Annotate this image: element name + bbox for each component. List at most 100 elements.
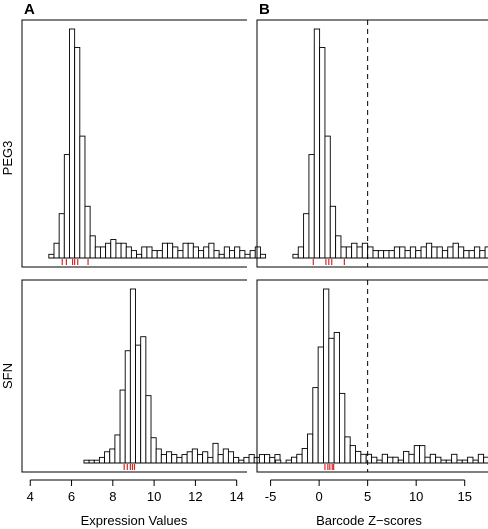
histogram-bar	[104, 451, 111, 464]
histogram-bar	[431, 246, 438, 259]
histogram-bar	[244, 253, 251, 259]
histogram-bar	[115, 242, 122, 259]
histogram-bar	[291, 456, 298, 464]
histogram-bar	[463, 250, 470, 259]
histogram-bar	[435, 456, 442, 464]
histogram-bar	[119, 389, 126, 464]
histogram-bar	[441, 250, 449, 259]
histogram-bar	[227, 451, 235, 464]
histogram-bar	[202, 451, 209, 464]
row-label-sfn: SFN	[0, 363, 15, 389]
x-tick-label: 6	[68, 489, 75, 504]
histogram-bar	[207, 456, 214, 464]
histogram-bar	[351, 242, 358, 259]
histogram-bar	[424, 456, 431, 464]
histogram-bar	[84, 205, 91, 259]
histogram-bar	[145, 395, 152, 464]
histogram-bar	[473, 246, 481, 259]
x-tick-label: 15	[457, 489, 471, 504]
histogram-bar	[468, 250, 475, 259]
histogram-bar	[319, 47, 326, 259]
histogram-bar	[356, 246, 363, 259]
histogram-bar	[228, 250, 236, 259]
histogram-bar	[388, 250, 395, 259]
histogram-bar	[125, 246, 132, 259]
histogram-bar	[292, 253, 299, 259]
histogram-bar	[135, 344, 142, 464]
histogram-bar	[383, 250, 390, 259]
histogram-bar	[377, 250, 385, 259]
histogram-bar	[355, 450, 362, 464]
panel-frame-b-sfn	[256, 279, 488, 473]
histogram-bar	[360, 453, 367, 464]
histogram-bar	[105, 242, 112, 259]
histogram-bar	[99, 246, 107, 259]
x-tick-label: 12	[188, 489, 202, 504]
histogram-bar	[328, 337, 335, 464]
histogram-bar	[393, 246, 401, 259]
histogram-bar	[150, 437, 157, 464]
histogram-bar	[182, 242, 189, 259]
row-label-peg3: PEG3	[0, 141, 15, 176]
histogram-bar	[239, 250, 246, 259]
histogram-bar	[467, 456, 474, 464]
histogram-bar	[301, 448, 308, 464]
histogram-bar	[419, 445, 426, 464]
histogram-bar	[197, 454, 204, 464]
histogram-bar	[477, 453, 485, 464]
panel-frame-a-sfn	[21, 279, 247, 473]
histogram-bar	[429, 453, 437, 464]
histogram-bar	[191, 448, 198, 464]
histogram-bar	[296, 453, 303, 464]
histogram-bar	[94, 246, 101, 259]
histogram-bar	[213, 250, 220, 259]
histogram-bar	[181, 454, 188, 464]
histogram-bar	[171, 454, 178, 464]
histogram-bar	[63, 154, 70, 259]
histogram-bar	[308, 154, 315, 259]
panel-frame-b-peg3	[256, 19, 488, 268]
histogram-bar	[349, 445, 356, 464]
histogram-bar	[333, 332, 340, 464]
histogram-bar	[381, 453, 388, 464]
histogram-bar	[109, 448, 116, 464]
histogram-bar	[479, 250, 486, 259]
histogram-bar	[408, 453, 415, 464]
histogram-bar	[340, 246, 347, 259]
histogram-bar	[323, 288, 330, 464]
histogram-bar	[259, 253, 267, 259]
histogram-bar	[141, 246, 148, 259]
histogram-bar	[114, 434, 121, 464]
x-tick-label: 10	[409, 489, 423, 504]
panel-letter-b: B	[259, 1, 270, 18]
x-tick-label: 5	[364, 489, 371, 504]
histogram-bar	[79, 135, 86, 259]
histogram-bar	[317, 346, 324, 464]
histogram-b-peg3	[256, 19, 488, 268]
histogram-bar	[413, 445, 421, 464]
panel-letter-a: A	[24, 1, 35, 18]
histogram-bar	[151, 250, 158, 259]
histogram-bar	[155, 448, 162, 464]
histogram-bar	[258, 454, 266, 464]
x-tick-label: -5	[265, 489, 277, 504]
histogram-bar	[208, 242, 215, 259]
histogram-bar	[365, 453, 372, 464]
histogram-bar	[403, 450, 410, 464]
histogram-bar	[69, 28, 76, 259]
histogram-bar	[339, 392, 346, 464]
histogram-a-peg3	[21, 19, 267, 268]
histogram-bar	[404, 250, 411, 259]
histogram-bar	[177, 250, 184, 259]
histogram-bar	[217, 454, 224, 464]
x-axis-title-expression: Expression Values	[81, 513, 188, 528]
histogram-bar	[120, 242, 127, 259]
histogram-bar	[160, 454, 167, 464]
histogram-bar	[74, 47, 81, 259]
histogram-bar	[98, 456, 106, 464]
x-tick-label: 0	[316, 489, 323, 504]
histogram-bar	[140, 336, 147, 464]
histogram-bar	[212, 442, 219, 464]
histogram-bar	[447, 246, 454, 259]
